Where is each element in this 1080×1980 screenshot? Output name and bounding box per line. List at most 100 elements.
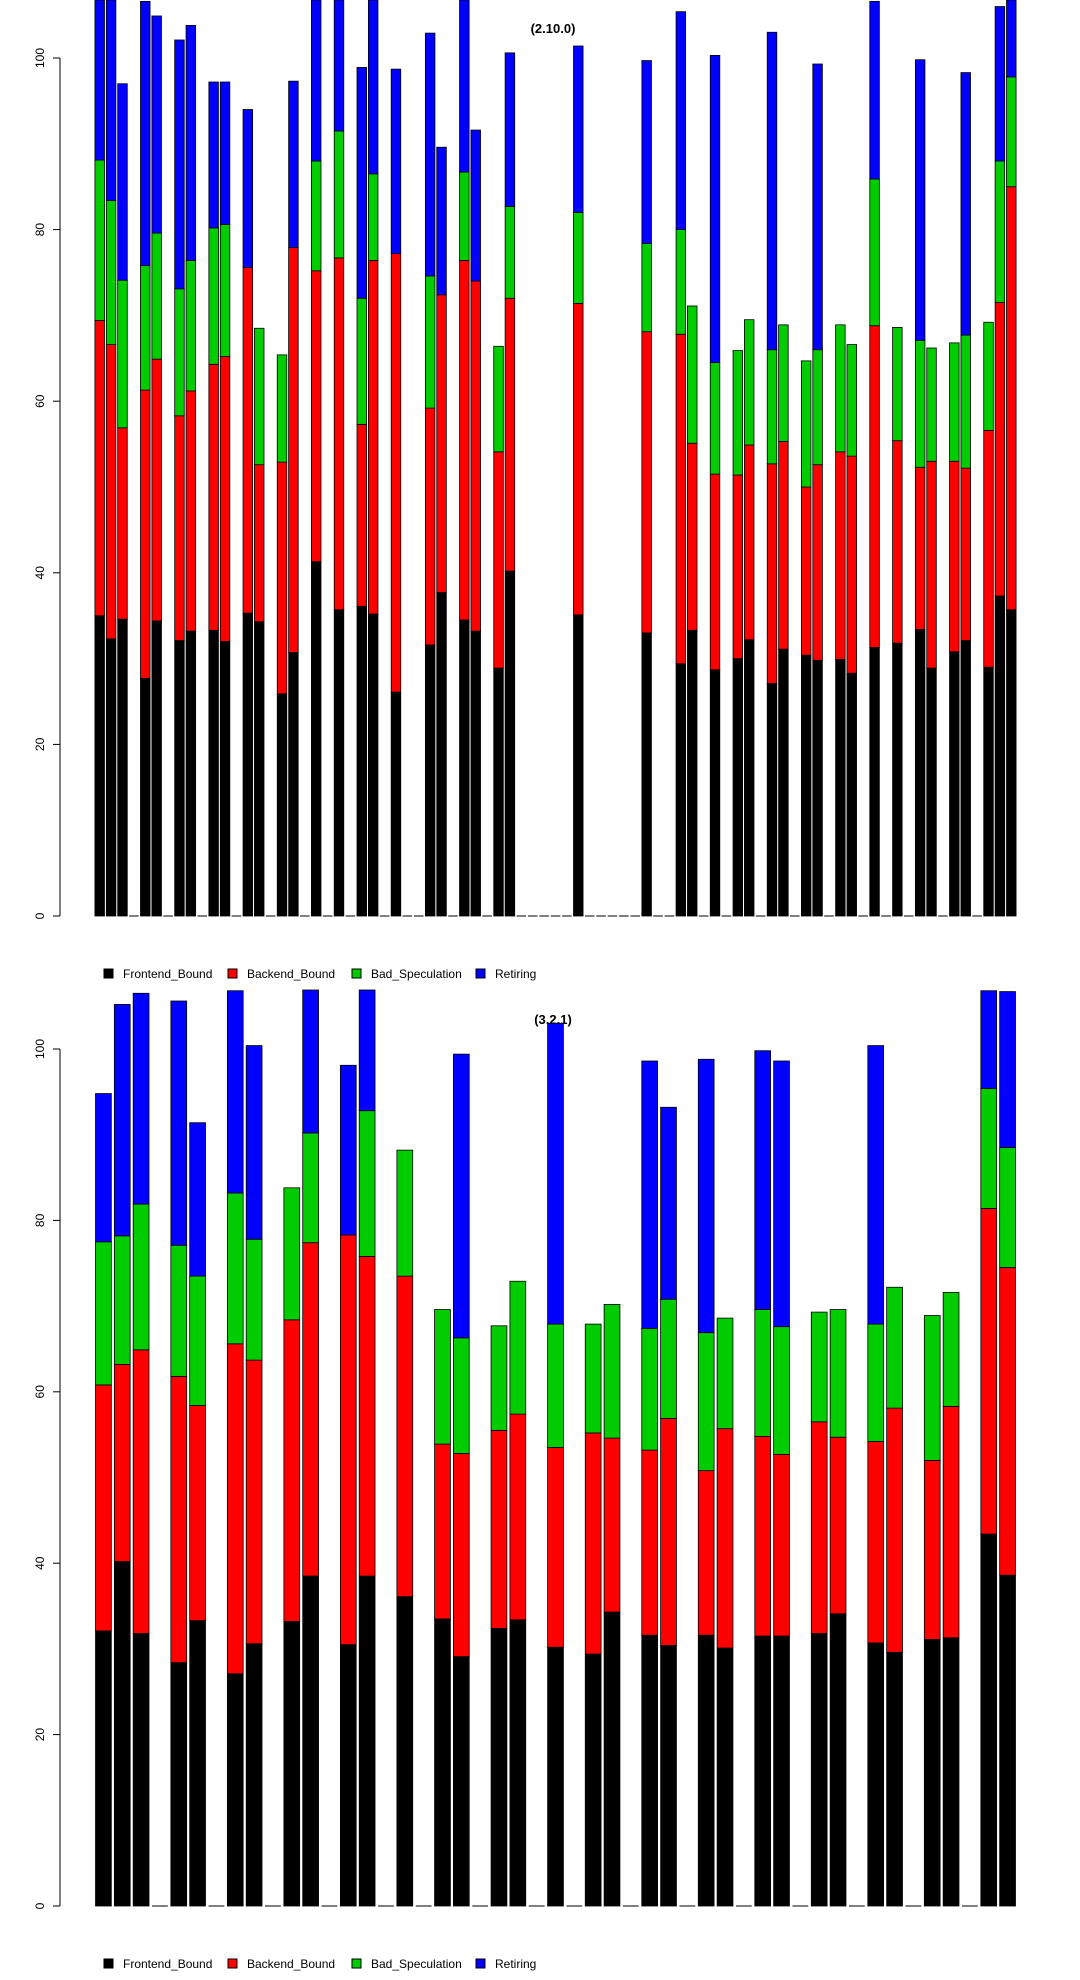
bar-segment-bad-speculation	[999, 1147, 1016, 1268]
bar-segment-retiring	[773, 1060, 790, 1328]
bar-segment-bad-speculation	[869, 178, 880, 327]
bar-segment-retiring	[189, 1122, 206, 1277]
bar-segment-backend-bound	[835, 451, 846, 660]
bar-segment-frontend-bound	[509, 1619, 527, 1907]
bar-segment-bad-speculation	[117, 279, 128, 429]
bar-segment-frontend-bound	[994, 595, 1006, 917]
bar-segment-backend-bound	[716, 1428, 734, 1649]
bar-segment-retiring	[641, 60, 652, 244]
bar-segment-bad-speculation	[132, 1203, 150, 1351]
legend-swatch-backend-bound	[227, 1958, 238, 1969]
bar-segment-frontend-bound	[302, 1575, 319, 1907]
bar-segment-frontend-bound	[716, 1647, 734, 1907]
bar-segment-frontend-bound	[493, 667, 504, 917]
bar-segment-frontend-bound	[140, 677, 151, 917]
bar-segment-backend-bound	[892, 440, 903, 644]
legend-label-retiring: Retiring	[495, 1957, 536, 1971]
bar-segment-retiring	[105, 0, 117, 201]
bar-segment-backend-bound	[801, 486, 812, 656]
bar-segment-frontend-bound	[829, 1613, 847, 1907]
bar-segment-backend-bound	[459, 260, 470, 621]
bar-segment-frontend-bound	[113, 1561, 131, 1907]
legend-label-retiring: Retiring	[495, 967, 536, 981]
bar-segment-retiring	[709, 55, 721, 363]
bar-segment-bad-speculation	[983, 321, 994, 431]
bar-segment-frontend-bound	[434, 1618, 451, 1907]
bar-segment-retiring	[504, 52, 516, 207]
bar-segment-bad-speculation	[1006, 76, 1017, 188]
bar-segment-frontend-bound	[709, 669, 721, 917]
y-tick-label: 0	[33, 912, 47, 919]
bar-segment-bad-speculation	[95, 1241, 112, 1386]
bar-segment-backend-bound	[766, 463, 778, 684]
bar-segment-retiring	[675, 11, 687, 230]
bar-segment-backend-bound	[641, 331, 652, 634]
bar-segment-bad-speculation	[641, 242, 652, 333]
y-tick-label: 20	[33, 1728, 47, 1742]
bar-segment-retiring	[390, 68, 402, 255]
bar-segment-backend-bound	[744, 444, 755, 641]
bar-segment-frontend-bound	[288, 652, 299, 917]
bar-segment-frontend-bound	[846, 672, 857, 917]
bar-segment-retiring	[242, 109, 254, 268]
bar-segment-backend-bound	[584, 1432, 602, 1655]
bar-segment-retiring	[113, 1004, 131, 1237]
bar-segment-bad-speculation	[835, 324, 846, 453]
bar-segment-bad-speculation	[886, 1286, 903, 1409]
bar-segment-frontend-bound	[226, 1673, 244, 1907]
bar-segment-frontend-bound	[660, 1645, 677, 1907]
legend-swatch-frontend-bound	[103, 1958, 114, 1969]
bar-segment-frontend-bound	[1006, 609, 1017, 917]
bar-segment-retiring	[140, 0, 151, 267]
bar-segment-frontend-bound	[869, 647, 880, 917]
bar-segment-backend-bound	[358, 1255, 376, 1577]
bar-segment-frontend-bound	[942, 1637, 960, 1907]
bar-segment-frontend-bound	[151, 620, 162, 917]
bar-segment-backend-bound	[732, 474, 744, 659]
bar-segment-bad-speculation	[994, 160, 1006, 303]
bar-segment-bad-speculation	[356, 297, 367, 425]
bar-segment-frontend-bound	[603, 1611, 621, 1907]
chart-title: (2.10.0)	[531, 21, 576, 36]
bar-segment-bad-speculation	[396, 1149, 414, 1277]
bar-segment-retiring	[339, 1064, 357, 1236]
bar-segment-bad-speculation	[960, 334, 971, 469]
bar-segment-retiring	[117, 83, 128, 281]
bar-segment-bad-speculation	[829, 1309, 847, 1438]
bar-segment-backend-bound	[242, 266, 254, 614]
bar-segment-frontend-bound	[490, 1627, 508, 1907]
bar-segment-frontend-bound	[983, 666, 994, 917]
bar-segment-backend-bound	[245, 1359, 263, 1645]
bar-segment-bad-speculation	[434, 1309, 451, 1445]
bar-segment-frontend-bound	[949, 651, 960, 917]
bar-segment-bad-speculation	[923, 1315, 941, 1461]
bar-segment-backend-bound	[1006, 186, 1017, 611]
bar-segment-retiring	[459, 0, 470, 173]
bar-segment-bad-speculation	[189, 1275, 206, 1406]
bar-segment-bad-speculation	[452, 1337, 470, 1454]
bar-segment-frontend-bound	[333, 609, 345, 917]
bar-segment-frontend-bound	[339, 1644, 357, 1907]
bar-segment-frontend-bound	[573, 614, 584, 917]
bar-segment-bad-speculation	[185, 260, 197, 392]
bar-segment-retiring	[245, 1045, 263, 1240]
bar-segment-backend-bound	[470, 280, 481, 632]
bar-segment-bad-speculation	[949, 342, 960, 462]
bar-segment-backend-bound	[490, 1429, 508, 1629]
bar-segment-backend-bound	[687, 442, 698, 631]
y-tick-label: 40	[33, 566, 47, 580]
bar-segment-bad-speculation	[283, 1187, 301, 1321]
bar-segment-backend-bound	[886, 1407, 903, 1653]
bar-segment-frontend-bound	[641, 632, 652, 917]
bar-segment-bad-speculation	[980, 1088, 998, 1209]
bar-segment-backend-bound	[603, 1437, 621, 1613]
bar-segment-retiring	[174, 39, 185, 290]
bar-segment-backend-bound	[810, 1421, 828, 1634]
bar-segment-retiring	[914, 59, 926, 341]
bar-segment-retiring	[436, 146, 447, 296]
bar-segment-frontend-bound	[436, 592, 447, 917]
bar-segment-bad-speculation	[174, 288, 185, 417]
bar-segment-bad-speculation	[151, 232, 162, 360]
